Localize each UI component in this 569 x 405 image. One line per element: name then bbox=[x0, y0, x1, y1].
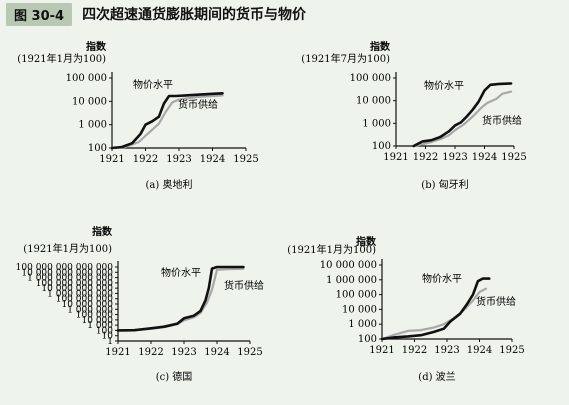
price-level-label: 物价水平 bbox=[133, 78, 173, 91]
y-tick-label: 10 000 bbox=[72, 96, 107, 107]
y-tick-label: 1 000 bbox=[87, 321, 113, 331]
y-tick-label: 10 000 bbox=[342, 304, 377, 315]
x-tick-label: 1921 bbox=[369, 345, 394, 356]
money-supply-line bbox=[412, 90, 513, 148]
x-tick-label: 1925 bbox=[499, 345, 524, 356]
y-tick-label: 10 bbox=[102, 332, 114, 342]
x-tick-label: 1921 bbox=[105, 347, 130, 358]
y-tick-label: 10 000 000 bbox=[61, 300, 113, 310]
chart-caption: (d) 波兰 bbox=[418, 370, 455, 383]
y-tick-label: 10 000 bbox=[82, 316, 114, 326]
price-level-label: 物价水平 bbox=[161, 266, 201, 279]
y-tick-label: 100 000 bbox=[66, 73, 107, 84]
figure-header: 图 30-4 四次超速通货膨胀期间的货币与物价 bbox=[6, 2, 307, 26]
y-tick-label: 1 bbox=[107, 337, 113, 347]
y-tick-label: 100 000 bbox=[76, 311, 113, 321]
chart-caption: (a) 奥地利 bbox=[146, 178, 193, 191]
x-tick-label: 1925 bbox=[501, 152, 526, 163]
x-tick-label: 1922 bbox=[133, 154, 158, 165]
figure-number: 图 30-4 bbox=[6, 2, 73, 26]
chart-austria-svg: 指数(1921年1月为100) 100 1 000 10 000 100 000 1921… bbox=[17, 40, 258, 191]
chart-panel-poland: 指数 (1921年1月为100) 100 1 000 10 000 100 000 1 00… bbox=[284, 215, 568, 405]
y-axis-subtitle: (1921年7月为100) bbox=[301, 52, 390, 65]
x-tick-label: 1924 bbox=[467, 345, 492, 356]
chart-caption: (c) 德国 bbox=[156, 370, 193, 383]
y-tick-label: 100 000 bbox=[350, 73, 391, 84]
price-level-label: 物价水平 bbox=[422, 272, 462, 285]
figure-title: 四次超速通货膨胀期间的货币与物价 bbox=[82, 7, 307, 23]
y-tick-label: 10 000 000 000 bbox=[41, 284, 113, 294]
x-tick-label: 1923 bbox=[166, 154, 191, 165]
money-supply-label: 货币供给 bbox=[482, 114, 522, 127]
chart-panel-austria: 指数 (1921年1月为100) 100 1 000 10 000 100 000 1921… bbox=[0, 30, 284, 220]
x-tick-label: 1925 bbox=[237, 347, 262, 358]
x-tick-label: 1922 bbox=[138, 347, 163, 358]
y-tick-label: 10 000 bbox=[356, 96, 391, 107]
y-tick-label: 10 000 000 bbox=[320, 260, 377, 271]
price-level-label: 物价水平 bbox=[424, 79, 464, 92]
price-level-line bbox=[412, 82, 513, 148]
chart-panel-hungary: 指数 (1921年7月为100) 100 1 000 10 000 100 000 1921… bbox=[284, 30, 568, 220]
y-tick-label: 1 000 000 000 bbox=[47, 289, 113, 299]
y-tick-label: 100 bbox=[88, 143, 107, 154]
money-supply-label: 货币供给 bbox=[178, 98, 218, 111]
chart-hungary-svg: 指数(1921年7月为100) 100 1 000 10 000 100 000 1921… bbox=[301, 40, 526, 191]
y-tick-label: 100 bbox=[372, 141, 391, 152]
y-tick-label: 100 000 000 000 000 bbox=[16, 263, 114, 273]
x-tick-label: 1923 bbox=[442, 152, 467, 163]
price-level-line bbox=[116, 265, 245, 332]
y-tick-label: 100 bbox=[358, 334, 377, 345]
y-tick-label: 1 000 bbox=[362, 118, 391, 129]
x-tick-label: 1925 bbox=[233, 154, 258, 165]
y-tick-label: 100 000 000 bbox=[56, 295, 114, 305]
x-tick-label: 1922 bbox=[413, 152, 438, 163]
y-axis-subtitle: (1921年1月为100) bbox=[287, 243, 376, 256]
y-axis-title: 指数 bbox=[92, 225, 113, 238]
y-tick-label: 100 bbox=[96, 326, 113, 336]
x-tick-label: 1922 bbox=[402, 345, 427, 356]
y-tick-label: 1 000 000 bbox=[326, 275, 377, 286]
chart-poland-svg: 指数(1921年1月为100) 100 1 000 10 000 100 000 1 00… bbox=[287, 235, 524, 383]
chart-caption: (b) 匈牙利 bbox=[421, 178, 468, 191]
y-tick-label: 1 000 bbox=[78, 120, 107, 131]
y-tick-label: 1 000 bbox=[348, 319, 377, 330]
y-axis-title: 指数 bbox=[86, 40, 107, 53]
money-supply-label: 货币供给 bbox=[476, 295, 516, 308]
y-axis-subtitle: (1921年1月为100) bbox=[17, 52, 106, 65]
y-axis-subtitle: (1921年1月为100) bbox=[23, 242, 112, 255]
price-level-line bbox=[380, 277, 491, 341]
y-tick-label: 100 000 bbox=[336, 290, 377, 301]
y-tick-label: 10 000 000 000 000 bbox=[21, 268, 113, 278]
x-tick-label: 1921 bbox=[383, 152, 408, 163]
y-tick-label: 1 000 000 bbox=[67, 305, 113, 315]
y-tick-label: 100 000 000 000 bbox=[36, 279, 114, 289]
money-supply-line bbox=[380, 287, 488, 341]
money-supply-line bbox=[110, 94, 224, 150]
price-level-line bbox=[110, 92, 224, 150]
x-tick-label: 1924 bbox=[204, 347, 229, 358]
x-tick-label: 1923 bbox=[171, 347, 196, 358]
x-tick-label: 1924 bbox=[472, 152, 497, 163]
y-axis-title: 指数 bbox=[370, 40, 391, 53]
chart-panel-germany: 指数 (1921年1月为100) 1 10 100 1 000 10 000 100 000 1… bbox=[0, 215, 284, 405]
y-tick-label: 1 000 000 000 000 bbox=[27, 274, 113, 284]
x-tick-label: 1924 bbox=[200, 154, 225, 165]
x-tick-label: 1923 bbox=[434, 345, 459, 356]
x-tick-label: 1921 bbox=[99, 154, 124, 165]
y-axis-title: 指数 bbox=[356, 235, 377, 248]
money-supply-label: 货币供给 bbox=[224, 279, 264, 292]
